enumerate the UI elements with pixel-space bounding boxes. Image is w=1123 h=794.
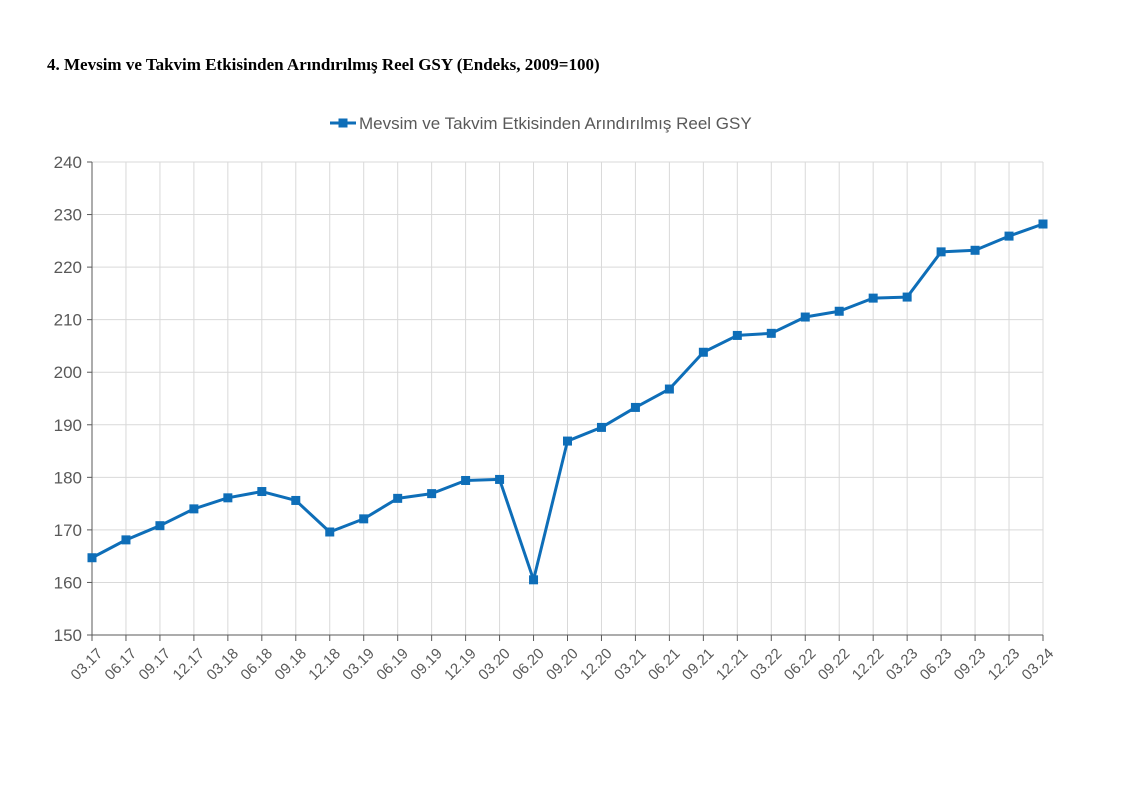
data-point	[257, 487, 267, 497]
data-point	[359, 514, 369, 524]
x-tick-label: 06.17	[102, 645, 141, 684]
x-tick-label: 06.22	[781, 645, 820, 684]
data-point	[766, 328, 776, 338]
x-tick-label: 03.22	[747, 645, 786, 684]
data-point	[461, 475, 471, 485]
x-tick-label: 09.21	[679, 645, 718, 684]
x-tick-label: 06.21	[645, 645, 684, 684]
x-tick-label: 06.23	[917, 645, 956, 684]
x-tick-label: 12.22	[849, 645, 888, 684]
data-point	[529, 575, 539, 585]
y-tick-label: 150	[54, 626, 82, 645]
x-tick-label: 09.19	[407, 645, 446, 684]
x-tick-label: 03.23	[883, 645, 922, 684]
y-tick-label: 200	[54, 363, 82, 382]
legend-marker-swatch	[338, 118, 348, 128]
x-tick-label: 09.23	[951, 645, 990, 684]
y-tick-label: 240	[54, 153, 82, 172]
x-tick-label: 09.17	[136, 645, 175, 684]
data-point	[698, 347, 708, 357]
x-tick-label: 09.18	[271, 645, 310, 684]
legend-label: Mevsim ve Takvim Etkisinden Arındırılmış…	[359, 114, 752, 133]
data-point	[155, 521, 165, 531]
x-tick-label: 12.19	[441, 645, 480, 684]
x-tick-label: 03.20	[475, 645, 514, 684]
y-tick-label: 210	[54, 311, 82, 330]
x-tick-label: 12.18	[305, 645, 344, 684]
x-tick-label: 12.20	[577, 645, 616, 684]
x-tick-label: 12.23	[985, 645, 1024, 684]
x-tick-label: 03.17	[68, 645, 107, 684]
y-tick-label: 160	[54, 573, 82, 592]
x-tick-label: 03.19	[339, 645, 378, 684]
data-point	[902, 292, 912, 302]
y-tick-label: 190	[54, 416, 82, 435]
axes	[87, 161, 1044, 641]
data-point	[563, 436, 572, 446]
data-point	[868, 293, 878, 303]
y-tick-label: 170	[54, 521, 82, 540]
data-point	[800, 312, 810, 322]
x-tick-label: 12.17	[170, 645, 209, 684]
x-tick-label: 06.18	[237, 645, 276, 684]
data-point	[936, 247, 946, 257]
data-point	[223, 493, 233, 503]
data-point	[970, 245, 980, 255]
x-tick-label: 09.22	[815, 645, 854, 684]
data-point	[664, 384, 674, 394]
data-point	[630, 402, 640, 412]
x-tick-label: 09.20	[543, 645, 582, 684]
data-point	[596, 422, 606, 432]
data-point	[121, 535, 131, 545]
data-point	[189, 504, 199, 514]
legend: Mevsim ve Takvim Etkisinden Arındırılmış…	[330, 114, 752, 133]
data-point	[291, 495, 301, 505]
series-group	[87, 219, 1048, 585]
data-point	[732, 330, 742, 340]
x-tick-label: 12.21	[713, 645, 752, 684]
data-point	[834, 306, 844, 316]
y-tick-label: 180	[54, 468, 82, 487]
data-point	[495, 474, 505, 484]
data-point	[87, 553, 97, 563]
data-point	[393, 493, 403, 503]
data-point	[325, 527, 335, 537]
y-tick-label: 230	[54, 206, 82, 225]
x-tick-label: 03.21	[611, 645, 650, 684]
x-tick-label: 03.18	[203, 645, 242, 684]
x-tick-label: 06.20	[509, 645, 548, 684]
page-title: 4. Mevsim ve Takvim Etkisinden Arındırıl…	[47, 55, 600, 74]
y-tick-label: 220	[54, 258, 82, 277]
data-point	[427, 489, 437, 499]
grid	[92, 161, 1044, 635]
data-point	[1038, 219, 1048, 229]
x-tick-label: 03.24	[1019, 645, 1058, 684]
x-tick-label: 06.19	[373, 645, 412, 684]
data-point	[1004, 231, 1014, 241]
